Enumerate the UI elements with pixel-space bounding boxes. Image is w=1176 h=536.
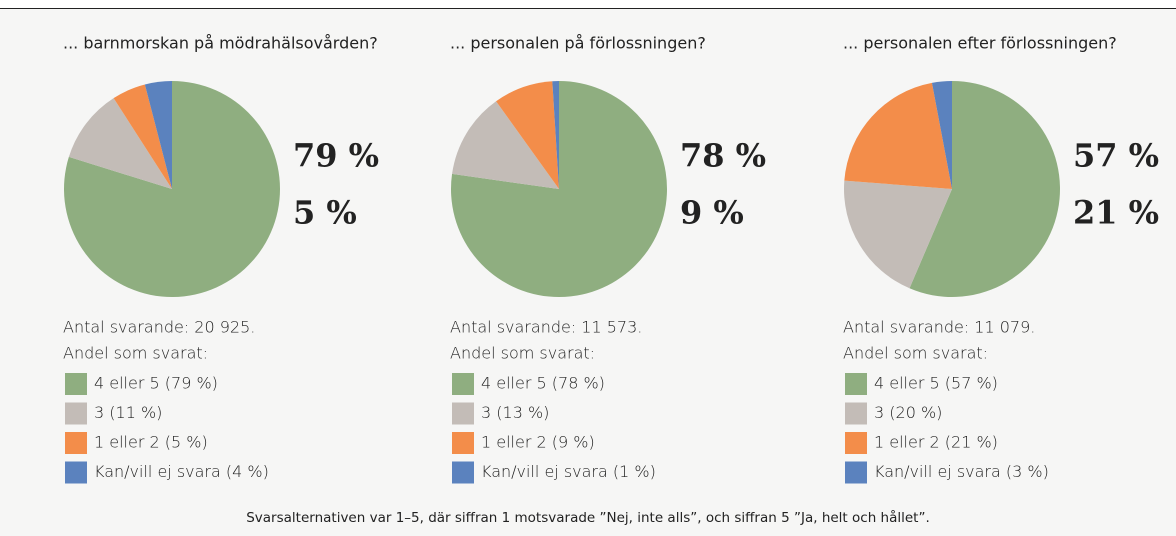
legend-swatch (452, 432, 474, 454)
legend-label: 4 eller 5 (78 %) (481, 374, 605, 393)
pie-slice (144, 81, 172, 189)
pie-slice (931, 81, 952, 189)
legend-swatch (452, 373, 474, 395)
pie-slice (64, 81, 281, 297)
legend-label: 4 eller 5 (79 %) (94, 374, 218, 393)
pie-slice (552, 81, 559, 189)
pie-slice (844, 82, 952, 189)
chart-title: ... personalen efter förlossningen? (843, 34, 1117, 53)
legend-title: Andel som svarat: (450, 344, 595, 363)
legend-swatch (65, 432, 87, 454)
pie-slice (909, 81, 1060, 297)
legend-swatch (845, 402, 867, 425)
legend-label: 3 (13 %) (481, 403, 549, 422)
value-label: 57 % (1073, 137, 1159, 175)
legend-label: Kan/vill ej svara (3 %) (874, 462, 1049, 481)
value-label: 5 % (293, 194, 357, 232)
value-label: 9 % (680, 194, 744, 232)
legend-swatch (845, 373, 867, 395)
value-label: 78 % (680, 137, 766, 175)
legend-title: Andel som svarat: (63, 344, 208, 363)
legend-label: 4 eller 5 (57 %) (874, 374, 998, 393)
legend-swatch (845, 461, 867, 484)
legend-label: Kan/vill ej svara (4 %) (94, 462, 269, 481)
value-label: 79 % (293, 137, 379, 175)
legend-swatch (452, 402, 474, 425)
legend-swatch (65, 373, 87, 395)
value-label: 21 % (1073, 194, 1159, 232)
respondents: Antal svarande: 11 079. (843, 318, 1035, 337)
chart-title: ... personalen på förlossningen? (450, 34, 706, 53)
pie-slice (68, 98, 172, 189)
pie-slice (113, 84, 172, 189)
chart-title: ... barnmorskan på mödrahälsovården? (63, 34, 378, 53)
legend-label: 1 eller 2 (21 %) (874, 433, 998, 452)
legend-label: 1 eller 2 (9 %) (481, 433, 595, 452)
legend-title: Andel som svarat: (843, 344, 988, 363)
legend-label: Kan/vill ej svara (1 %) (481, 462, 656, 481)
respondents: Antal svarande: 20 925. (63, 318, 255, 337)
legend-label: 3 (11 %) (94, 403, 162, 422)
legend-swatch (65, 402, 87, 425)
legend-swatch (452, 461, 474, 484)
legend-label: 1 eller 2 (5 %) (94, 433, 208, 452)
pie-slice (844, 180, 952, 289)
legend-swatch (845, 432, 867, 454)
pie-slice (496, 81, 559, 189)
legend-swatch (65, 461, 87, 484)
respondents: Antal svarande: 11 573. (450, 318, 642, 337)
footnote: Svarsalternativen var 1–5, där siffran 1… (246, 509, 930, 526)
legend-label: 3 (20 %) (874, 403, 942, 422)
pie-slice (452, 101, 559, 189)
